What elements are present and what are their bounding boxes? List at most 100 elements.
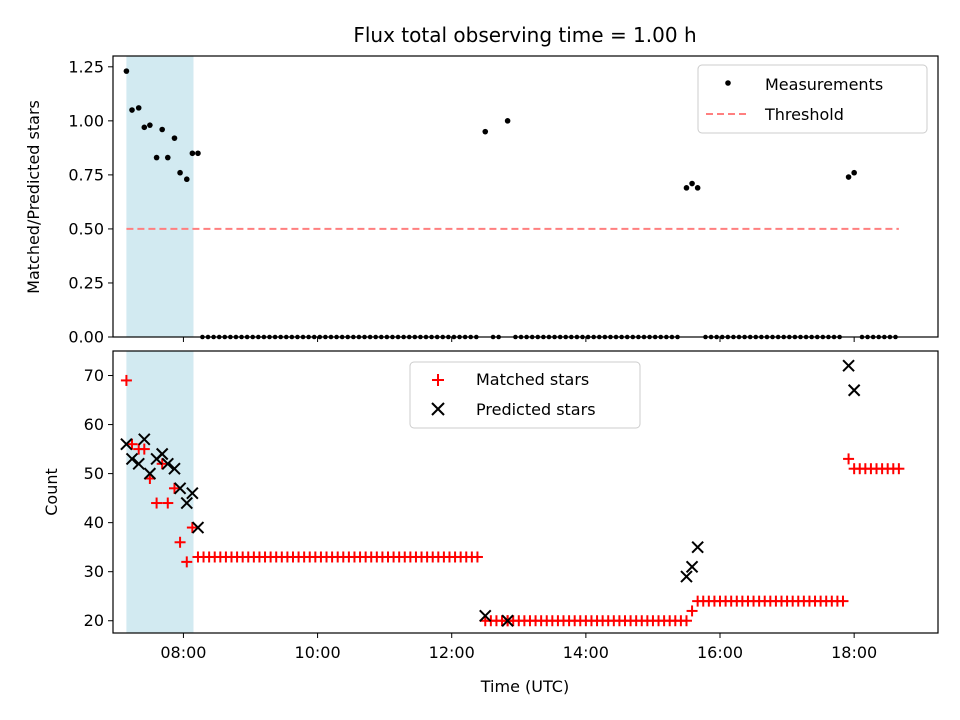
legend-label-predicted-stars: Predicted stars [476,400,596,419]
matched-star-point [181,556,193,568]
bottom-x-ticks: 08:00 10:00 12:00 14:00 16:00 18:00 [160,633,877,662]
matched-star-point [192,551,204,563]
matched-star-point [162,497,174,509]
measurement-point [851,169,857,176]
measurement-point [845,174,852,180]
measurement-point [482,128,489,135]
predicted-star-point [691,540,704,554]
matched-star-point [126,438,138,450]
top-y-tick-label: 0.00 [68,328,104,347]
top-x-ticks [182,337,855,342]
legend-marker-measurements [725,80,731,86]
predicted-star-point [479,609,492,623]
predicted-star-point [138,433,151,446]
top-y-tick-label: 0.75 [68,165,104,184]
measurement-point [141,124,148,131]
bottom-y-tick-label: 20 [84,611,104,630]
measurement-point [683,185,690,191]
bottom-legend-box [409,361,641,429]
bottom-y-tick-label: 50 [84,464,104,483]
bottom-y-ticks: 20 30 40 50 60 70 [84,366,113,630]
predicted-star-point [680,570,693,583]
matched-star-point [843,453,855,465]
bottom-y-tick-label: 40 [84,513,104,532]
legend-marker-matched-stars [432,374,444,386]
predicted-star-point [161,457,174,471]
measurement-point [195,150,201,157]
matched-star-point [893,463,905,475]
predicted-star-point [125,452,139,466]
measurement-point [135,105,142,111]
predicted-star-point [501,614,514,627]
predicted-star-point [847,384,861,397]
highlight-span-bottom [126,351,194,633]
predicted-star-point [173,482,187,495]
highlight-span-top [126,56,194,337]
predicted-star-point [143,467,157,480]
bottom-panel: 20 30 40 50 60 70 08:00 10:00 12:00 14:00 16:00 18… [42,350,939,696]
matched-star-point [174,536,186,548]
predicted-star-point [120,437,133,451]
matched-star-point [186,522,198,534]
legend-label-threshold: Threshold [764,105,844,124]
matched-star-point [692,595,704,607]
predicted-star-point [191,521,205,534]
measurement-point [123,68,130,74]
x-tick-label: 08:00 [160,643,206,662]
bottom-legend: Matched stars Predicted stars [409,361,641,429]
matched-star-point [848,463,860,475]
bottom-y-tick-label: 70 [84,366,104,385]
matched-star-point [471,551,483,563]
matched-star-point [138,443,150,455]
top-legend: Measurements Threshold [697,64,928,134]
top-axes-frame [112,55,939,338]
measurement-point [164,154,171,161]
x-tick-label: 14:00 [563,643,609,662]
legend-label-matched-stars: Matched stars [476,370,589,389]
x-tick-label: 16:00 [697,643,743,662]
top-panel: 0.00 0.25 0.50 0.75 1.00 1.25 Matched/Predict… [24,55,939,347]
predicted-star-point [155,447,169,461]
top-y-tick-label: 1.00 [68,111,104,130]
top-y-ticks: 0.00 0.25 0.50 0.75 1.00 1.25 [68,57,113,347]
legend-marker-predicted-stars [431,402,445,416]
measurement-point [689,180,695,187]
x-tick-label: 18:00 [831,643,877,662]
matched-star-point [168,482,180,494]
measurement-point [177,169,183,176]
predicted-star-point [842,359,855,372]
x-tick-label: 12:00 [429,643,475,662]
predicted-star-point [168,462,181,475]
measurement-point [129,107,135,113]
measurement-point [159,126,165,133]
matched-star-point [686,605,698,617]
matched-star-point [120,374,132,386]
top-highlight-layer [126,56,194,337]
x-tick-label: 10:00 [295,643,341,662]
top-y-tick-label: 0.50 [68,219,104,238]
legend-label-measurements: Measurements [765,75,883,94]
predicted-star-point [132,457,145,471]
measurement-point [189,150,196,157]
measurement-point [147,122,153,128]
chart-title: Flux total observing time = 1.00 h [353,23,696,47]
measurement-point [171,135,178,141]
bottom-data-layer [120,359,905,627]
x-axis-label: Time (UTC) [480,677,569,696]
measurement-point [183,176,190,183]
matched-star-point [680,615,692,627]
predicted-star-point [685,560,699,573]
bottom-highlight-layer [126,351,194,633]
top-y-axis-label: Matched/Predicted stars [24,100,43,294]
measurement-point [694,185,701,191]
bottom-y-axis-label: Count [42,468,61,516]
measurement-point [153,154,160,161]
bottom-y-tick-label: 60 [84,415,104,434]
measurement-point [504,118,511,124]
top-y-tick-label: 1.25 [68,57,104,76]
predicted-star-point [180,496,193,510]
matched-star-point [151,497,163,509]
bottom-axes-frame [112,350,939,634]
bottom-y-tick-label: 30 [84,562,104,581]
